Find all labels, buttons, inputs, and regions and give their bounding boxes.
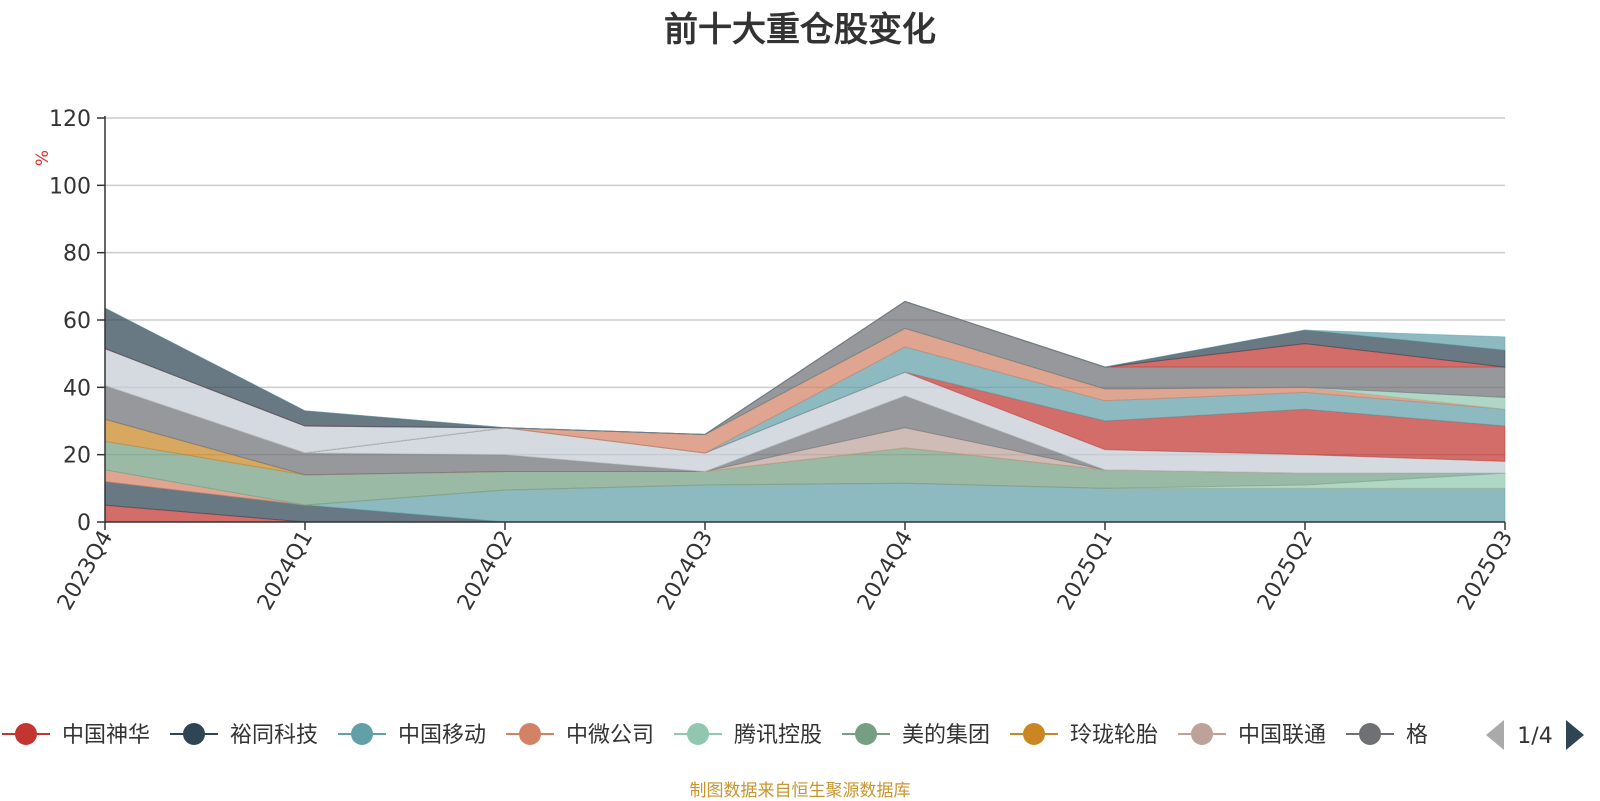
- legend-layer: 中国神华 裕同科技 中国移动 中微公司 腾讯控股 美的集团 玲珑轮胎 中国联通 格 1/4: [2, 710, 1600, 760]
- y-tick-label-40: 40: [63, 376, 91, 401]
- y-axis-unit-label: %: [33, 150, 53, 166]
- legend-label: 腾讯控股: [734, 723, 822, 748]
- legend-marker-icon: [15, 723, 37, 745]
- legend-marker-icon: [351, 723, 373, 745]
- legend-item-2[interactable]: 中国移动: [338, 723, 486, 748]
- legend-label: 中国神华: [62, 723, 150, 748]
- legend-label: 中国联通: [1238, 723, 1326, 748]
- x-tick-label-7: 2025Q3: [1453, 527, 1518, 615]
- legend-item-4[interactable]: 腾讯控股: [674, 723, 822, 748]
- legend-item-5[interactable]: 美的集团: [842, 723, 990, 748]
- y-tick-label-60: 60: [63, 309, 91, 334]
- y-tick-label-100: 100: [49, 174, 91, 199]
- legend-marker-icon: [519, 723, 541, 745]
- legend-marker-icon: [687, 723, 709, 745]
- legend-item-8[interactable]: 格: [1346, 723, 1428, 748]
- x-tick-label-2: 2024Q2: [453, 527, 518, 615]
- x-tick-label-5: 2025Q1: [1053, 527, 1118, 615]
- legend-label: 中微公司: [566, 723, 654, 748]
- legend-next-page-icon[interactable]: [1566, 720, 1584, 750]
- y-tick-label-0: 0: [77, 511, 91, 536]
- legend-label: 玲珑轮胎: [1070, 723, 1158, 748]
- legend-item-0[interactable]: 中国神华: [2, 723, 150, 748]
- legend-label: 美的集团: [902, 723, 990, 748]
- x-tick-label-4: 2024Q4: [853, 527, 918, 615]
- legend-item-1[interactable]: 裕同科技: [170, 723, 318, 748]
- legend-marker-icon: [855, 723, 877, 745]
- legend-marker-icon: [1359, 723, 1381, 745]
- legend-label: 中国移动: [398, 723, 486, 748]
- x-tick-label-0: 2023Q4: [53, 527, 118, 615]
- x-tick-label-3: 2024Q3: [653, 527, 718, 615]
- legend-marker-icon: [183, 723, 205, 745]
- x-tick-label-6: 2025Q2: [1253, 527, 1318, 615]
- y-tick-label-80: 80: [63, 242, 91, 267]
- legend-label: 裕同科技: [230, 723, 318, 748]
- y-tick-label-120: 120: [49, 107, 91, 132]
- legend-prev-page-icon[interactable]: [1486, 720, 1504, 750]
- legend-item-6[interactable]: 玲珑轮胎: [1010, 723, 1158, 748]
- data-source-note: 制图数据来自恒生聚源数据库: [689, 781, 911, 801]
- legend-page-indicator: 1/4: [1517, 724, 1552, 749]
- y-tick-label-20: 20: [63, 444, 91, 469]
- legend-marker-icon: [1191, 723, 1213, 745]
- x-tick-label-1: 2024Q1: [253, 527, 318, 615]
- legend-marker-icon: [1023, 723, 1045, 745]
- area-series-23[interactable]: [104, 300, 1506, 435]
- area-layer: [104, 300, 1506, 523]
- legend-item-3[interactable]: 中微公司: [506, 723, 654, 748]
- chart-title: 前十大重仓股变化: [664, 10, 936, 50]
- legend-label: 格: [1406, 723, 1428, 748]
- legend-item-7[interactable]: 中国联通: [1178, 723, 1326, 748]
